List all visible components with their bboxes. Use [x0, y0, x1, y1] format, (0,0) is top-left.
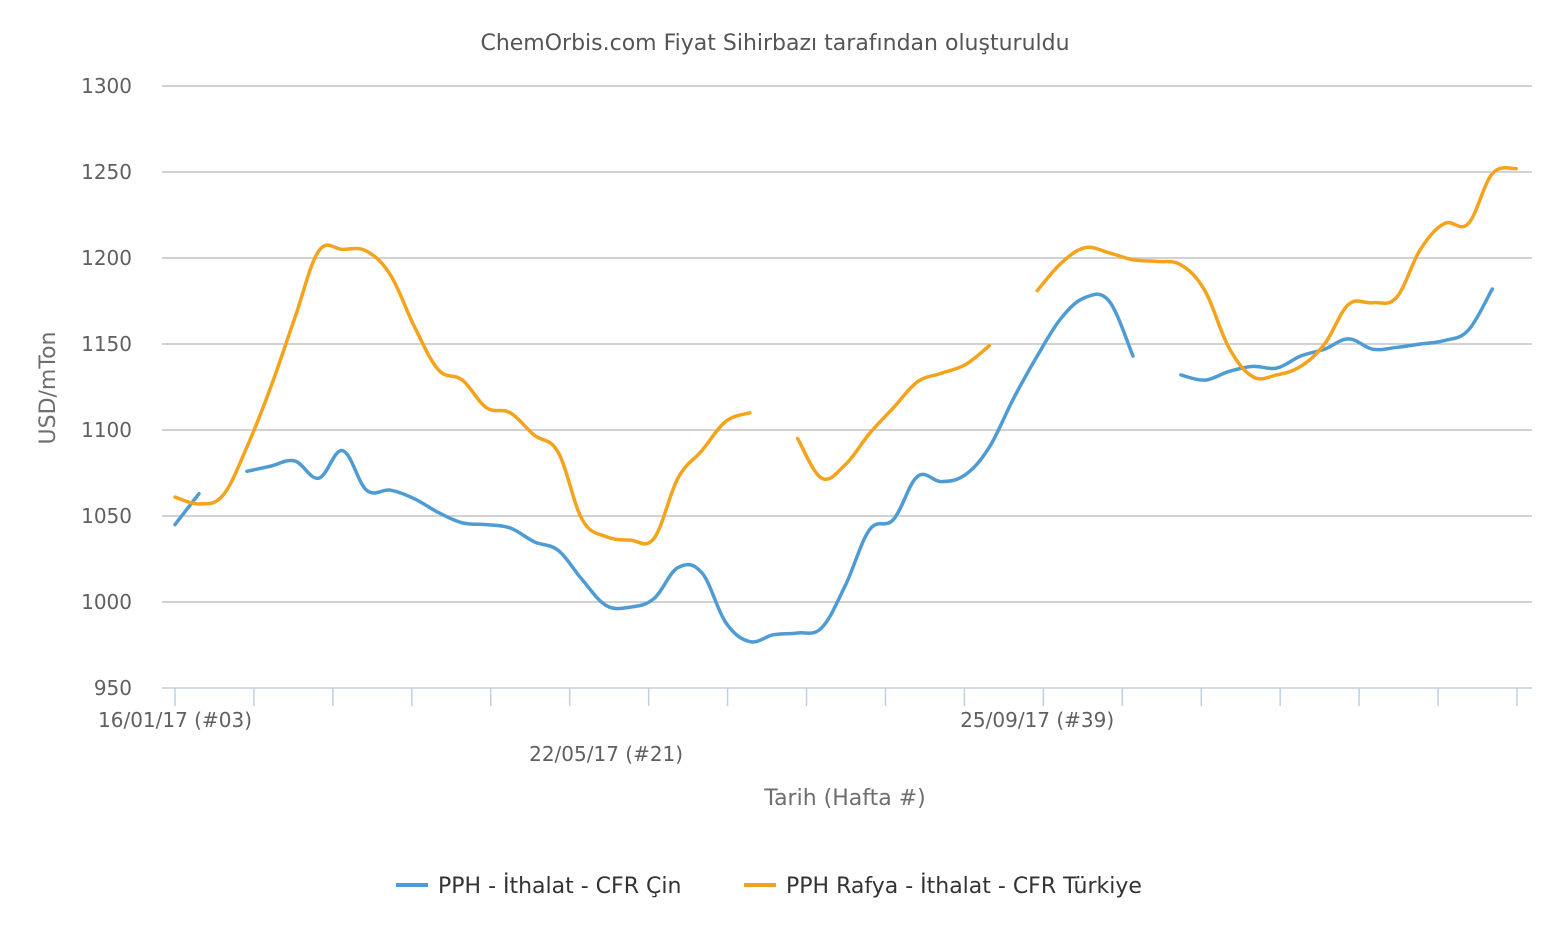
series-line — [795, 343, 992, 481]
y-tick-label: 1200 — [81, 246, 132, 270]
y-tick-label: 1000 — [81, 590, 132, 614]
series-line — [245, 292, 1135, 644]
legend-item-pph-rafya-turkiye[interactable]: PPH Rafya - İthalat - CFR Türkiye — [744, 873, 1142, 899]
chart-title: ChemOrbis.com Fiyat Sihirbazı tarafından… — [480, 31, 1069, 56]
y-axis-title: USD/mTon — [36, 332, 61, 445]
series-line — [173, 491, 201, 527]
x-tick-label: 22/05/17 (#21) — [529, 742, 683, 766]
plot-area — [173, 166, 1518, 644]
x-tick-label: 16/01/17 (#03) — [98, 708, 252, 732]
x-tick-label: 25/09/17 (#39) — [960, 708, 1114, 732]
series-line — [1035, 166, 1518, 381]
y-tick-label: 1050 — [81, 504, 132, 528]
y-tick-label: 1250 — [81, 160, 132, 184]
legend-item-pph-cin[interactable]: PPH - İthalat - CFR Çin — [396, 873, 681, 899]
x-axis-title: Tarih (Hafta #) — [763, 786, 925, 811]
series-0 — [173, 287, 1494, 644]
y-tick-label: 1100 — [81, 418, 132, 442]
y-tick-label: 1150 — [81, 332, 132, 356]
x-axis: 16/01/17 (#03) 22/05/17 (#21) 25/09/17 (#3… — [98, 687, 1532, 766]
legend-label: PPH Rafya - İthalat - CFR Türkiye — [786, 873, 1142, 899]
series-line — [1179, 287, 1494, 382]
series-1 — [173, 166, 1518, 546]
legend: PPH - İthalat - CFR Çin PPH Rafya - İtha… — [396, 873, 1142, 899]
y-axis-ticks: 950 1000 1050 1100 1150 1200 1250 1300 — [81, 74, 132, 700]
y-tick-label: 1300 — [81, 74, 132, 98]
series-line — [173, 243, 752, 546]
y-tick-label: 950 — [94, 676, 132, 700]
grid-lines — [162, 85, 1532, 603]
legend-label: PPH - İthalat - CFR Çin — [438, 873, 681, 899]
